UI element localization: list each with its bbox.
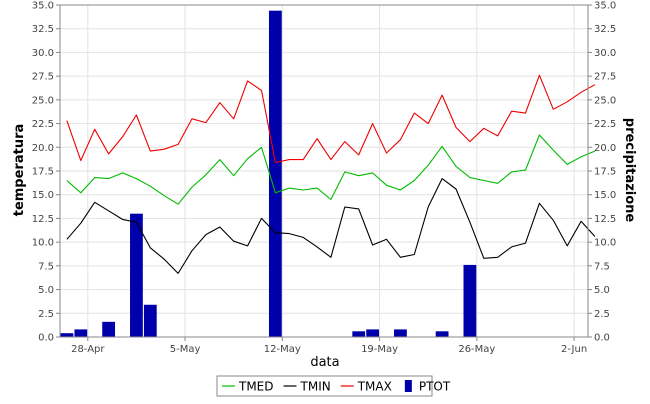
legend-item-tmax: TMAX xyxy=(340,380,392,394)
legend-label: PTOT xyxy=(419,380,451,394)
bars-layer xyxy=(60,10,477,337)
y-tick-label-right: 30.0 xyxy=(594,48,616,59)
x-tick-label: 12-May xyxy=(264,344,301,355)
y-tick-label-left: 22.5 xyxy=(32,119,54,130)
x-tick-label: 26-May xyxy=(458,344,495,355)
bar-ptot xyxy=(102,321,116,337)
bar-ptot xyxy=(463,264,477,337)
y-tick-label-left: 5.0 xyxy=(38,285,54,296)
bar-ptot xyxy=(352,331,366,337)
legend: TMED TMIN TMAX PTOT xyxy=(216,375,451,397)
y-tick-label-left: 32.5 xyxy=(32,24,54,35)
bar-ptot xyxy=(366,329,380,337)
bar-ptot xyxy=(60,333,74,337)
y-tick-label-left: 25.0 xyxy=(32,95,54,106)
y-tick-label-right: 10.0 xyxy=(594,238,616,249)
y-tick-label-left: 30.0 xyxy=(32,48,54,59)
legend-item-tmed: TMED xyxy=(222,380,274,394)
y-tick-label-left: 10.0 xyxy=(32,238,54,249)
y-axis-title-left: temperatura xyxy=(12,124,27,217)
legend-label: TMAX xyxy=(357,380,392,394)
ticks-layer: 0.0 0.0 2.5 2.5 5.0 5.0 7.5 7.5 10.0 10.0 12.5 12.5… xyxy=(32,1,617,356)
y-tick-label-right: 27.5 xyxy=(594,72,616,83)
bar-ptot xyxy=(268,10,282,337)
y-tick-label-right: 20.0 xyxy=(594,143,616,154)
y-tick-label-left: 0.0 xyxy=(38,333,54,344)
bar-ptot xyxy=(143,304,157,337)
y-tick-label-right: 22.5 xyxy=(594,119,616,130)
y-tick-label-left: 27.5 xyxy=(32,72,54,83)
y-tick-label-right: 5.0 xyxy=(594,285,610,296)
line-tmax xyxy=(66,74,596,164)
y-tick-label-right: 2.5 xyxy=(594,309,610,320)
y-tick-label-right: 35.0 xyxy=(594,1,616,12)
legend-box xyxy=(216,375,433,397)
x-axis-title: data xyxy=(310,355,339,370)
y-tick-label-left: 12.5 xyxy=(32,214,54,225)
x-tick-label: 2-Jun xyxy=(561,344,587,355)
legend-label: TMIN xyxy=(300,380,331,394)
y-tick-label-left: 15.0 xyxy=(32,190,54,201)
x-tick-label: 5-May xyxy=(170,344,201,355)
y-tick-label-left: 35.0 xyxy=(32,1,54,12)
x-tick-label: 19-May xyxy=(361,344,398,355)
legend-item-tmin: TMIN xyxy=(283,380,331,394)
lines-layer xyxy=(66,74,596,274)
y-tick-label-right: 25.0 xyxy=(594,95,616,106)
y-tick-label-right: 15.0 xyxy=(594,190,616,201)
y-tick-label-right: 17.5 xyxy=(594,167,616,178)
legend-label: TMED xyxy=(238,380,274,394)
x-tick-label: 28-Apr xyxy=(71,344,105,355)
y-tick-label-left: 20.0 xyxy=(32,143,54,154)
legend-item-ptot: PTOT xyxy=(404,380,451,394)
grid xyxy=(60,4,588,338)
y-tick-label-left: 17.5 xyxy=(32,167,54,178)
bar-ptot xyxy=(435,331,449,337)
y-tick-label-right: 0.0 xyxy=(594,333,610,344)
bar-ptot xyxy=(394,329,407,337)
bar-ptot xyxy=(74,329,88,337)
line-tmed xyxy=(66,134,596,205)
line-tmin xyxy=(66,178,596,274)
y-tick-label-right: 12.5 xyxy=(594,214,616,225)
y-tick-label-left: 2.5 xyxy=(38,309,54,320)
y-tick-label-right: 32.5 xyxy=(594,24,616,35)
y-tick-label-left: 7.5 xyxy=(38,261,54,272)
y-tick-label-right: 7.5 xyxy=(594,261,610,272)
bar-ptot xyxy=(130,213,143,337)
y-axis-title-right: precipitazione xyxy=(622,118,637,223)
legend-swatch xyxy=(404,380,412,392)
